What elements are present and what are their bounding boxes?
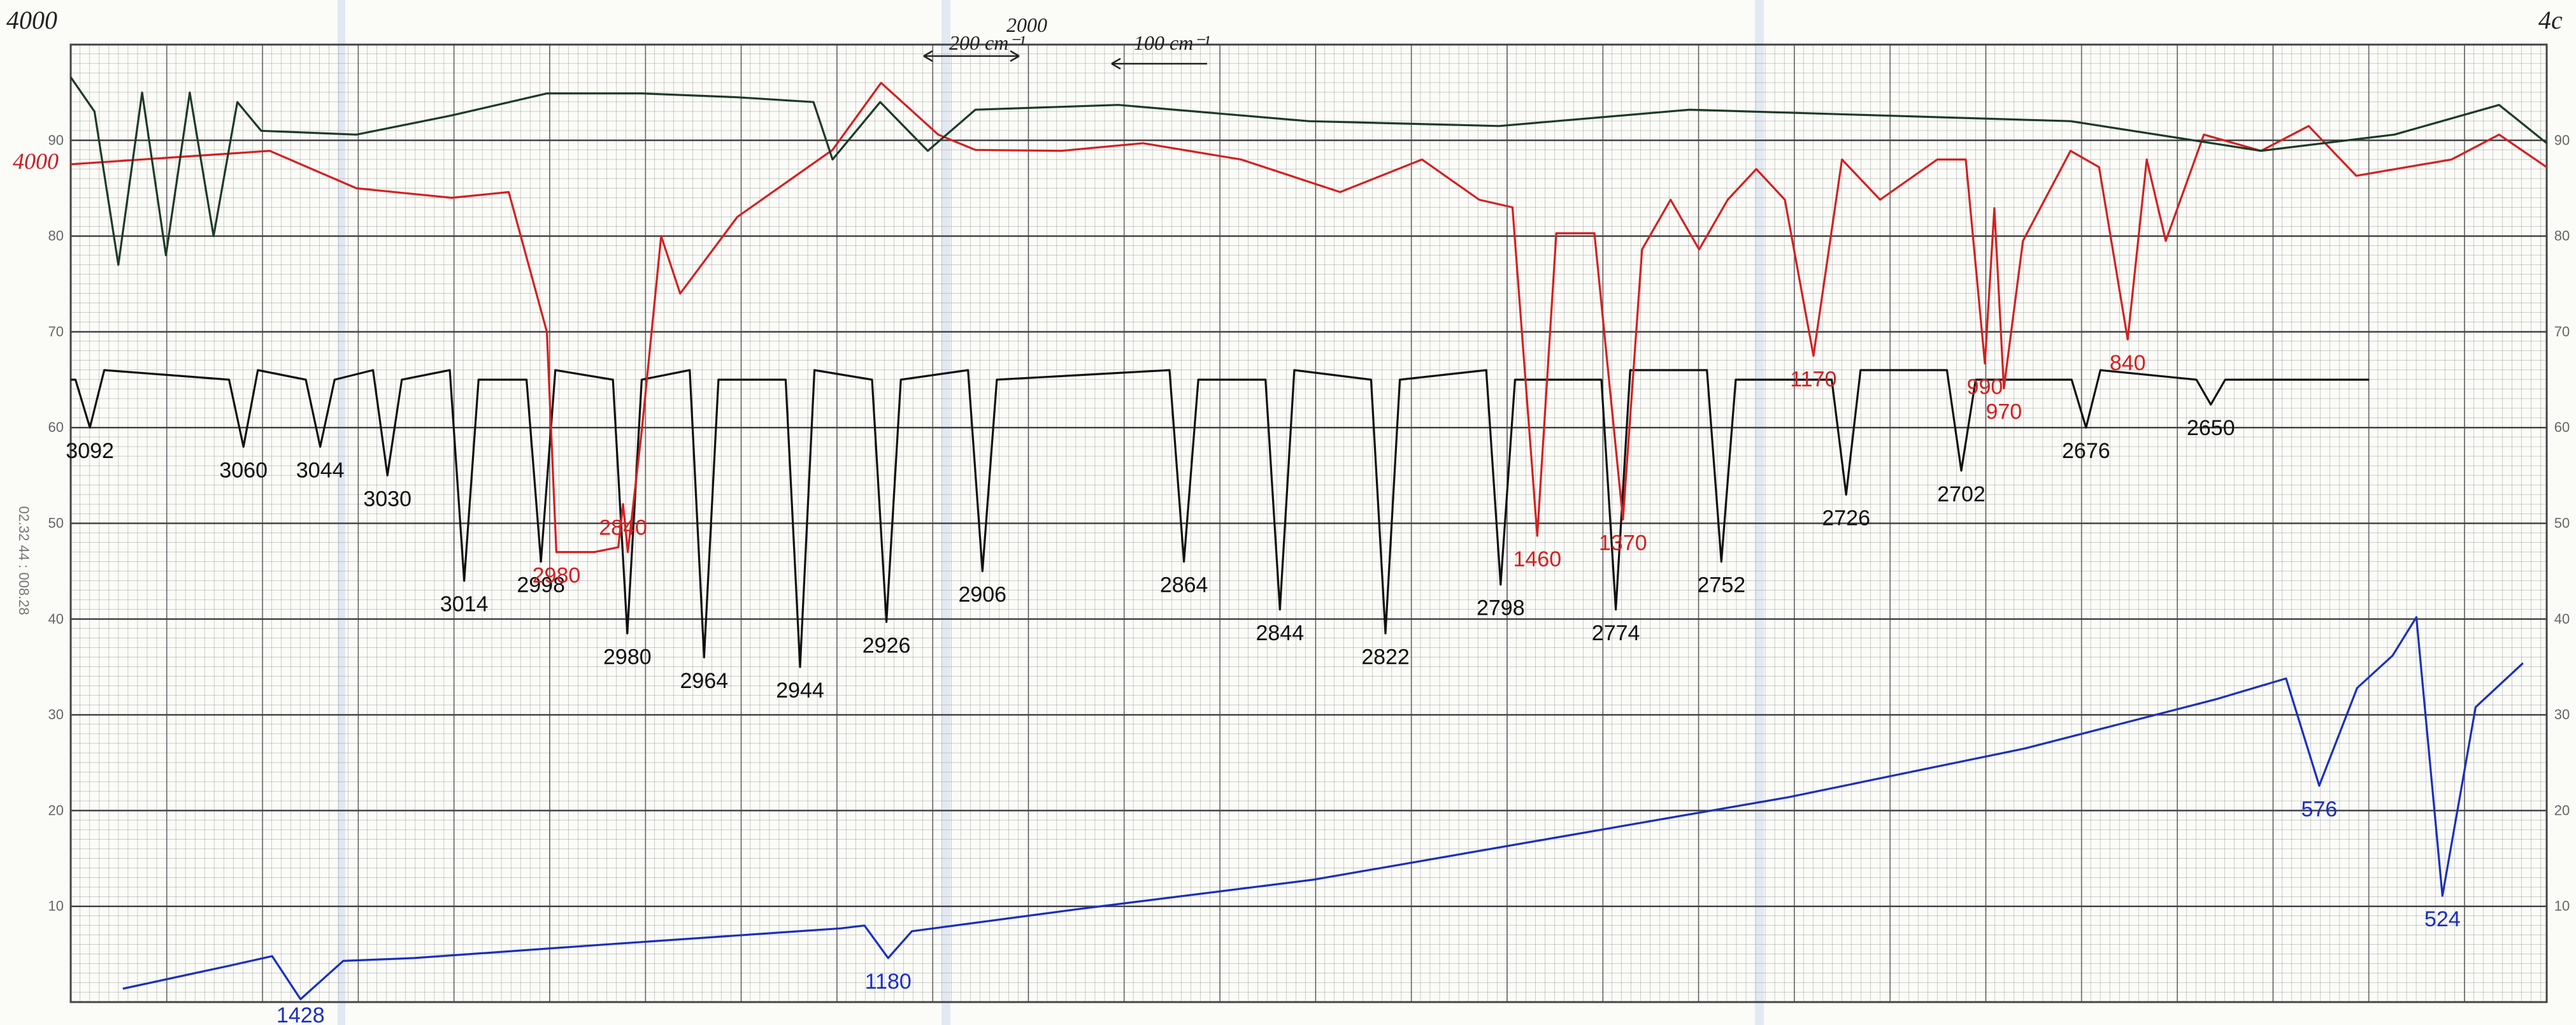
y-tick-label: 60	[48, 419, 64, 435]
annotation: 4000	[6, 6, 57, 34]
y-tick-label: 40	[48, 611, 64, 627]
y-tick-label: 10	[48, 898, 64, 914]
peak-label: 2926	[862, 633, 911, 657]
peak-label: 2998	[517, 573, 565, 598]
y-tick-label: 50	[48, 515, 64, 531]
y-tick-label: 20	[2554, 802, 2570, 818]
peak-label: 990	[1967, 375, 2003, 399]
spectrum-line	[71, 369, 2370, 668]
peak-label: 1428	[276, 1003, 325, 1025]
y-tick-label: 70	[2554, 324, 2570, 340]
peak-label: 970	[1986, 400, 2022, 424]
peak-label: 2650	[2187, 416, 2235, 440]
annotation: 100 cm⁻¹	[1134, 31, 1210, 54]
peak-label: 2944	[776, 678, 824, 703]
annotation: 2000	[1006, 13, 1047, 36]
peak-label: 840	[2110, 351, 2146, 375]
peak-label: 2844	[1256, 621, 1304, 645]
peak-label: 3044	[296, 458, 345, 482]
peak-label: 3092	[66, 439, 114, 463]
peak-label: 2798	[1477, 596, 1525, 620]
y-tick-label: 30	[48, 706, 64, 722]
peak-label: 1180	[865, 970, 912, 994]
peak-label: 3014	[440, 592, 489, 617]
peak-label: 3030	[363, 487, 411, 511]
y-tick-label: 70	[48, 324, 64, 340]
y-tick-label: 80	[2554, 228, 2570, 244]
y-tick-label: 10	[2554, 898, 2570, 914]
y-tick-label: 90	[48, 132, 64, 148]
spectrum-line	[70, 82, 2547, 554]
y-tick-label: 90	[2554, 132, 2570, 148]
peak-label: 2774	[1592, 621, 1640, 645]
y-tick-label: 40	[2554, 611, 2570, 627]
peak-label: 1460	[1513, 547, 1561, 571]
y-tick-label: 30	[2554, 706, 2570, 722]
peak-label: 2702	[1937, 482, 1986, 506]
peak-label: 3060	[219, 458, 268, 482]
peak-label: 2964	[680, 669, 729, 693]
y-tick-label: 60	[2554, 419, 2570, 435]
peak-label: 2906	[958, 583, 1006, 607]
peak-label: 2840	[599, 515, 647, 540]
peak-label: 2676	[2062, 439, 2110, 463]
peak-label: 1370	[1599, 531, 1647, 555]
peak-label: 2980	[603, 645, 652, 669]
y-tick-label: 50	[2554, 515, 2570, 531]
peak-label: 1170	[1790, 367, 1836, 391]
annotation-arrow	[923, 50, 1207, 70]
peak-label: 2822	[1361, 645, 1410, 669]
peak-label: 2752	[1698, 573, 1746, 598]
peak-label: 2726	[1822, 506, 1870, 530]
spectrum-line	[69, 76, 2548, 266]
y-tick-label: 80	[48, 228, 64, 244]
peak-label: 524	[2424, 907, 2461, 931]
y-tick-label: 20	[48, 802, 64, 818]
side-label: 02.32 44 : 008.28	[16, 506, 32, 615]
peak-label: 2864	[1160, 573, 1208, 598]
peak-label: 576	[2301, 797, 2338, 821]
annotation: 4c	[2538, 6, 2563, 34]
peak-label: 2980	[533, 564, 581, 588]
spectrum-line	[122, 616, 2524, 1001]
annotation: 4000	[13, 148, 59, 174]
annotation: 200 cm⁻¹	[949, 31, 1026, 54]
